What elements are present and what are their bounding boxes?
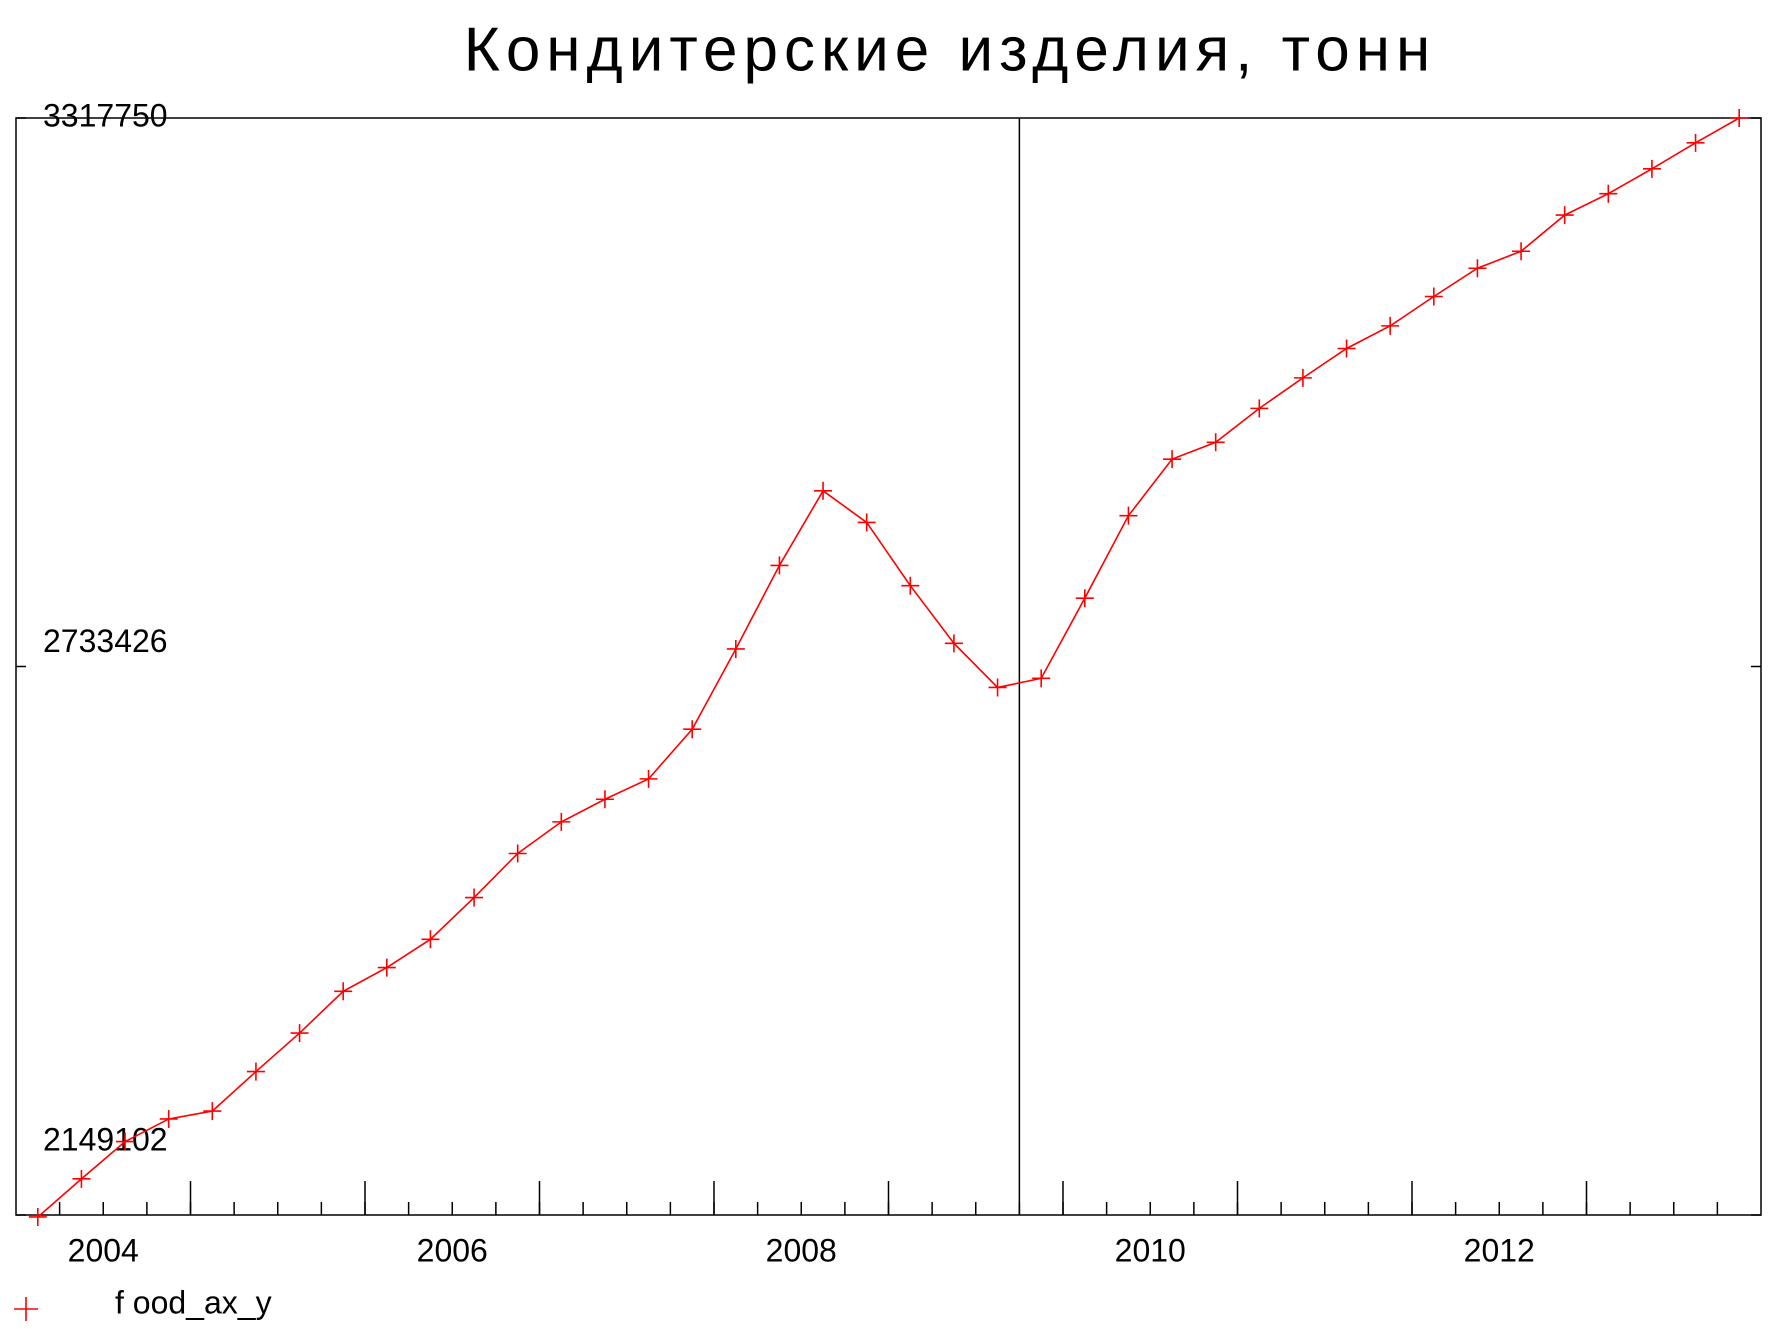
- legend-marker: [14, 1297, 38, 1321]
- point-marker: [1293, 368, 1312, 387]
- point-marker: [1555, 206, 1574, 225]
- point-marker: [334, 982, 353, 1001]
- point-marker: [116, 1132, 135, 1151]
- point-marker: [508, 844, 527, 863]
- x-tick-label: 2010: [1115, 1232, 1186, 1268]
- point-marker: [1599, 184, 1618, 203]
- point-marker: [28, 1207, 47, 1226]
- point-marker: [1424, 287, 1443, 306]
- point-marker: [988, 678, 1007, 697]
- point-marker: [1642, 159, 1661, 178]
- point-marker: [726, 639, 745, 658]
- point-marker: [1512, 242, 1531, 261]
- point-marker: [203, 1102, 222, 1121]
- point-marker: [1250, 399, 1269, 418]
- x-tick-label: 2012: [1464, 1232, 1535, 1268]
- chart-title: Кондитерские изделия, тонн: [464, 15, 1437, 84]
- point-marker: [1206, 433, 1225, 452]
- point-marker: [552, 812, 571, 831]
- point-marker: [857, 513, 876, 532]
- point-marker: [1381, 316, 1400, 335]
- point-marker: [72, 1169, 91, 1188]
- point-marker: [595, 790, 614, 809]
- point-marker: [377, 958, 396, 977]
- legend-label: f ood_ax_y: [115, 1284, 272, 1320]
- point-marker: [465, 888, 484, 907]
- point-marker: [1163, 450, 1182, 469]
- point-marker: [1686, 133, 1705, 152]
- point-marker: [159, 1109, 178, 1128]
- point-marker: [944, 634, 963, 653]
- point-marker: [246, 1062, 265, 1081]
- point-marker: [421, 930, 440, 949]
- point-marker: [1119, 506, 1138, 525]
- point-marker: [1032, 669, 1051, 688]
- point-marker: [901, 576, 920, 595]
- y-tick-label: 2149102: [43, 1121, 168, 1157]
- point-marker: [1337, 339, 1356, 358]
- y-tick-label: 2733426: [43, 623, 168, 659]
- plot-frame: [15, 117, 1762, 1216]
- series-line: [37, 117, 1740, 1218]
- point-marker: [1730, 109, 1749, 127]
- point-marker: [683, 720, 702, 739]
- point-marker: [639, 769, 658, 788]
- x-tick-label: 2008: [766, 1232, 837, 1268]
- point-marker: [1075, 589, 1094, 608]
- point-marker: [1468, 259, 1487, 278]
- point-marker: [814, 481, 833, 500]
- point-marker: [290, 1024, 309, 1043]
- y-tick-label: 3317750: [43, 97, 168, 133]
- point-marker: [770, 556, 789, 575]
- x-tick-label: 2006: [417, 1232, 488, 1268]
- x-tick-label: 2004: [68, 1232, 139, 1268]
